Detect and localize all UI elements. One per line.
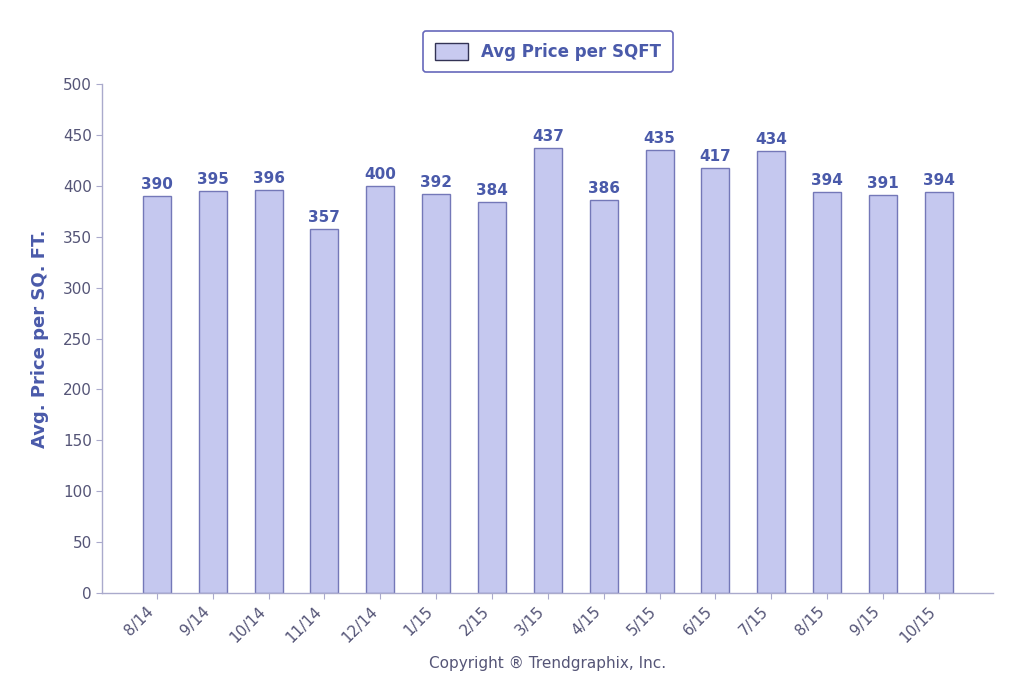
Text: 434: 434 (756, 132, 787, 147)
Text: 394: 394 (811, 172, 843, 188)
Bar (255, 190, 283, 593)
Bar (310, 230, 338, 593)
Bar (813, 192, 841, 593)
Bar (925, 192, 952, 593)
Bar (758, 151, 785, 593)
Bar (701, 168, 729, 593)
Text: 384: 384 (476, 183, 508, 198)
Bar (478, 202, 506, 593)
Text: 390: 390 (141, 177, 173, 192)
Text: 394: 394 (923, 172, 954, 188)
Legend: Avg Price per SQFT: Avg Price per SQFT (423, 31, 673, 73)
Bar (534, 148, 562, 593)
Bar (143, 196, 171, 593)
Bar (422, 194, 451, 593)
X-axis label: Copyright ® Trendgraphix, Inc.: Copyright ® Trendgraphix, Inc. (429, 656, 667, 671)
Bar (869, 195, 897, 593)
Y-axis label: Avg. Price per SQ. FT.: Avg. Price per SQ. FT. (31, 229, 49, 448)
Text: 395: 395 (197, 172, 228, 186)
Text: 435: 435 (644, 131, 676, 146)
Text: 437: 437 (531, 129, 564, 144)
Bar (199, 191, 226, 593)
Text: 417: 417 (699, 149, 731, 164)
Text: 357: 357 (308, 210, 340, 225)
Text: 396: 396 (253, 171, 285, 186)
Text: 391: 391 (867, 176, 899, 191)
Text: 400: 400 (365, 167, 396, 181)
Bar (590, 200, 617, 593)
Bar (367, 186, 394, 593)
Text: 386: 386 (588, 181, 620, 196)
Text: 392: 392 (420, 174, 453, 190)
Bar (645, 150, 674, 593)
